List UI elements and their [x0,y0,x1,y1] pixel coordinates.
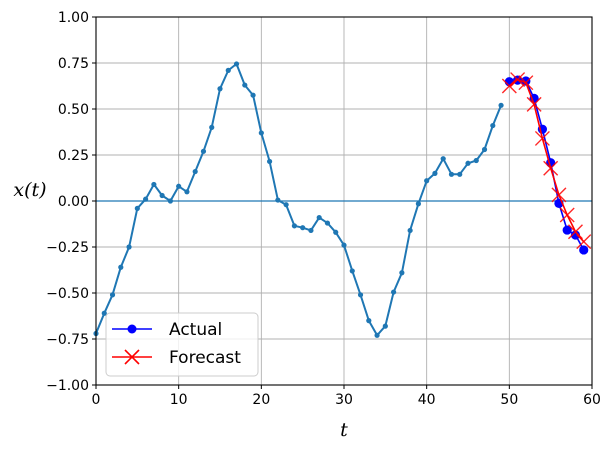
y-tick-label: 0.00 [58,194,89,210]
series-series [93,61,504,338]
x-tick-label: 30 [335,392,353,408]
y-tick-label: 0.50 [58,102,89,118]
y-tick-label: 0.25 [58,148,89,164]
y-tick-label: −0.25 [46,240,89,256]
x-tick-label: 60 [583,392,601,408]
legend: Actual Forecast [105,312,259,377]
y-tick-label: 1.00 [58,10,89,26]
plot-series [93,61,592,338]
y-axis-label: x(t) [13,179,46,201]
x-tick-label: 20 [252,392,270,408]
x-tick-label: 50 [500,392,518,408]
y-axis-ticks: 1.00 0.75 0.50 0.25 0.00 −0.25 −0.50 −0.75 −1.00 [46,10,96,394]
y-tick-label: −1.00 [46,378,89,394]
x-axis-label: t [340,419,348,441]
legend-item-actual: Actual [112,320,222,340]
legend-label-actual: Actual [169,320,222,340]
x-tick-label: 10 [170,392,188,408]
y-tick-label: −0.50 [46,286,89,302]
x-axis-ticks: 0 10 20 30 40 50 60 [92,385,601,408]
x-tick-label: 0 [92,392,101,408]
x-tick-label: 40 [418,392,436,408]
x-marker-icon [124,349,140,365]
y-tick-label: 0.75 [58,56,89,72]
y-tick-label: −0.75 [46,332,89,348]
legend-item-forecast: Forecast [112,348,241,368]
circle-marker-icon [127,324,137,334]
series-forecast [501,72,592,250]
legend-label-forecast: Forecast [169,348,241,368]
